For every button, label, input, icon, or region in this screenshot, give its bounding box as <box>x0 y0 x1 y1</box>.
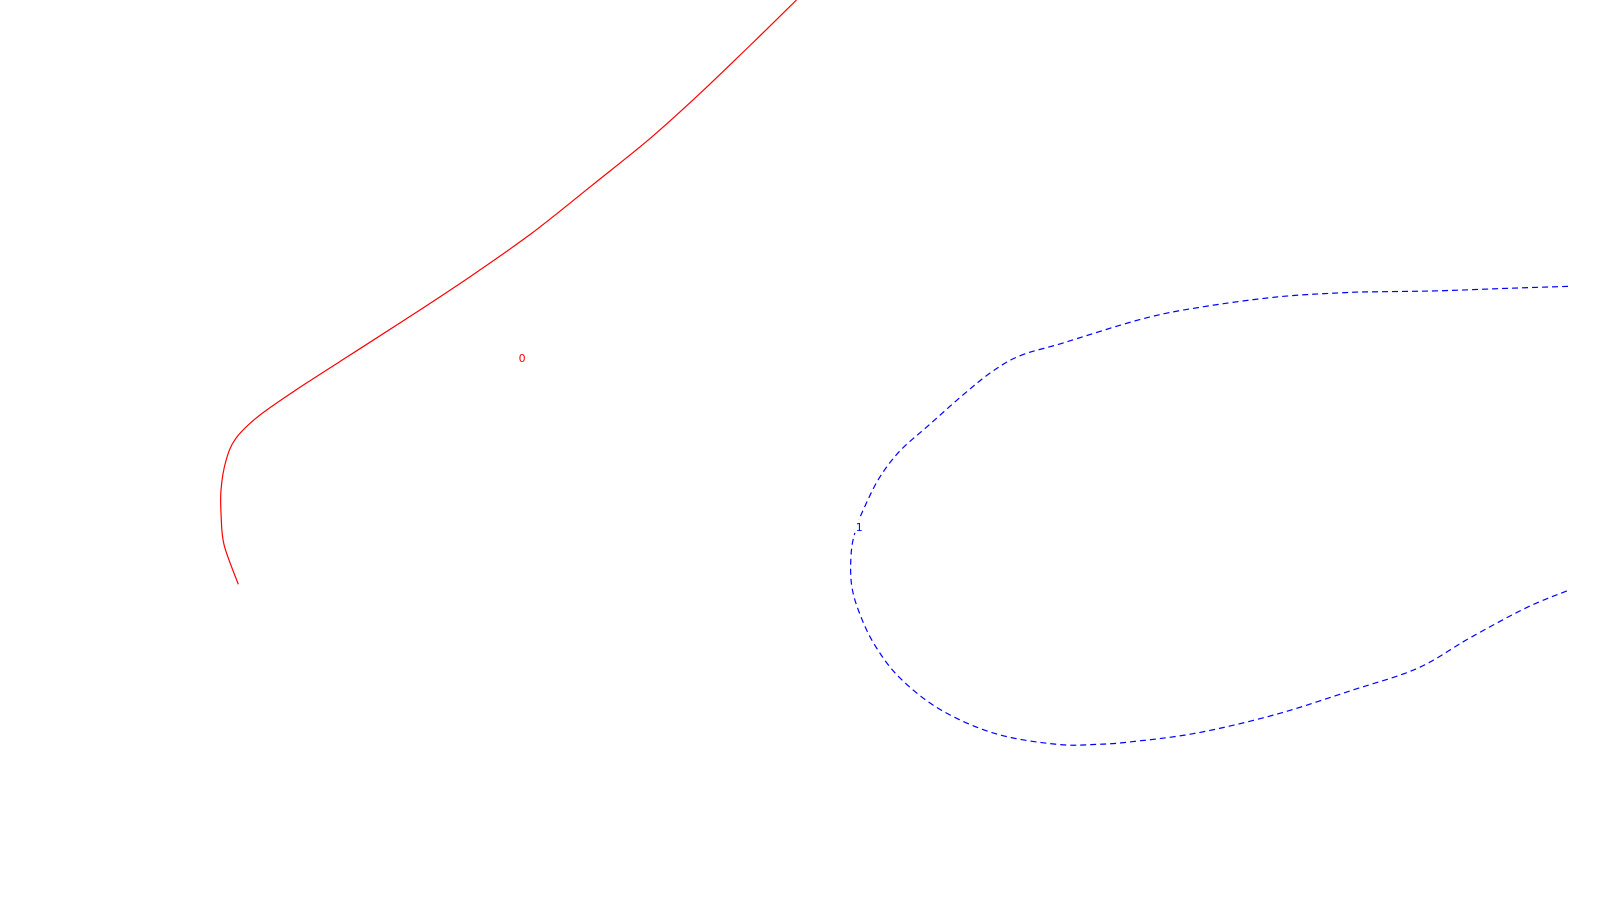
contour-labels: 01 <box>517 351 865 534</box>
contour-lines <box>220 0 1569 746</box>
contour-label-0: 0 <box>519 352 526 365</box>
contour-line-1 <box>850 285 1569 746</box>
contour-line-0 <box>220 0 797 585</box>
contour-label-background <box>517 351 528 364</box>
contour-label-background <box>854 519 865 533</box>
contour-label-1: 1 <box>856 521 863 534</box>
